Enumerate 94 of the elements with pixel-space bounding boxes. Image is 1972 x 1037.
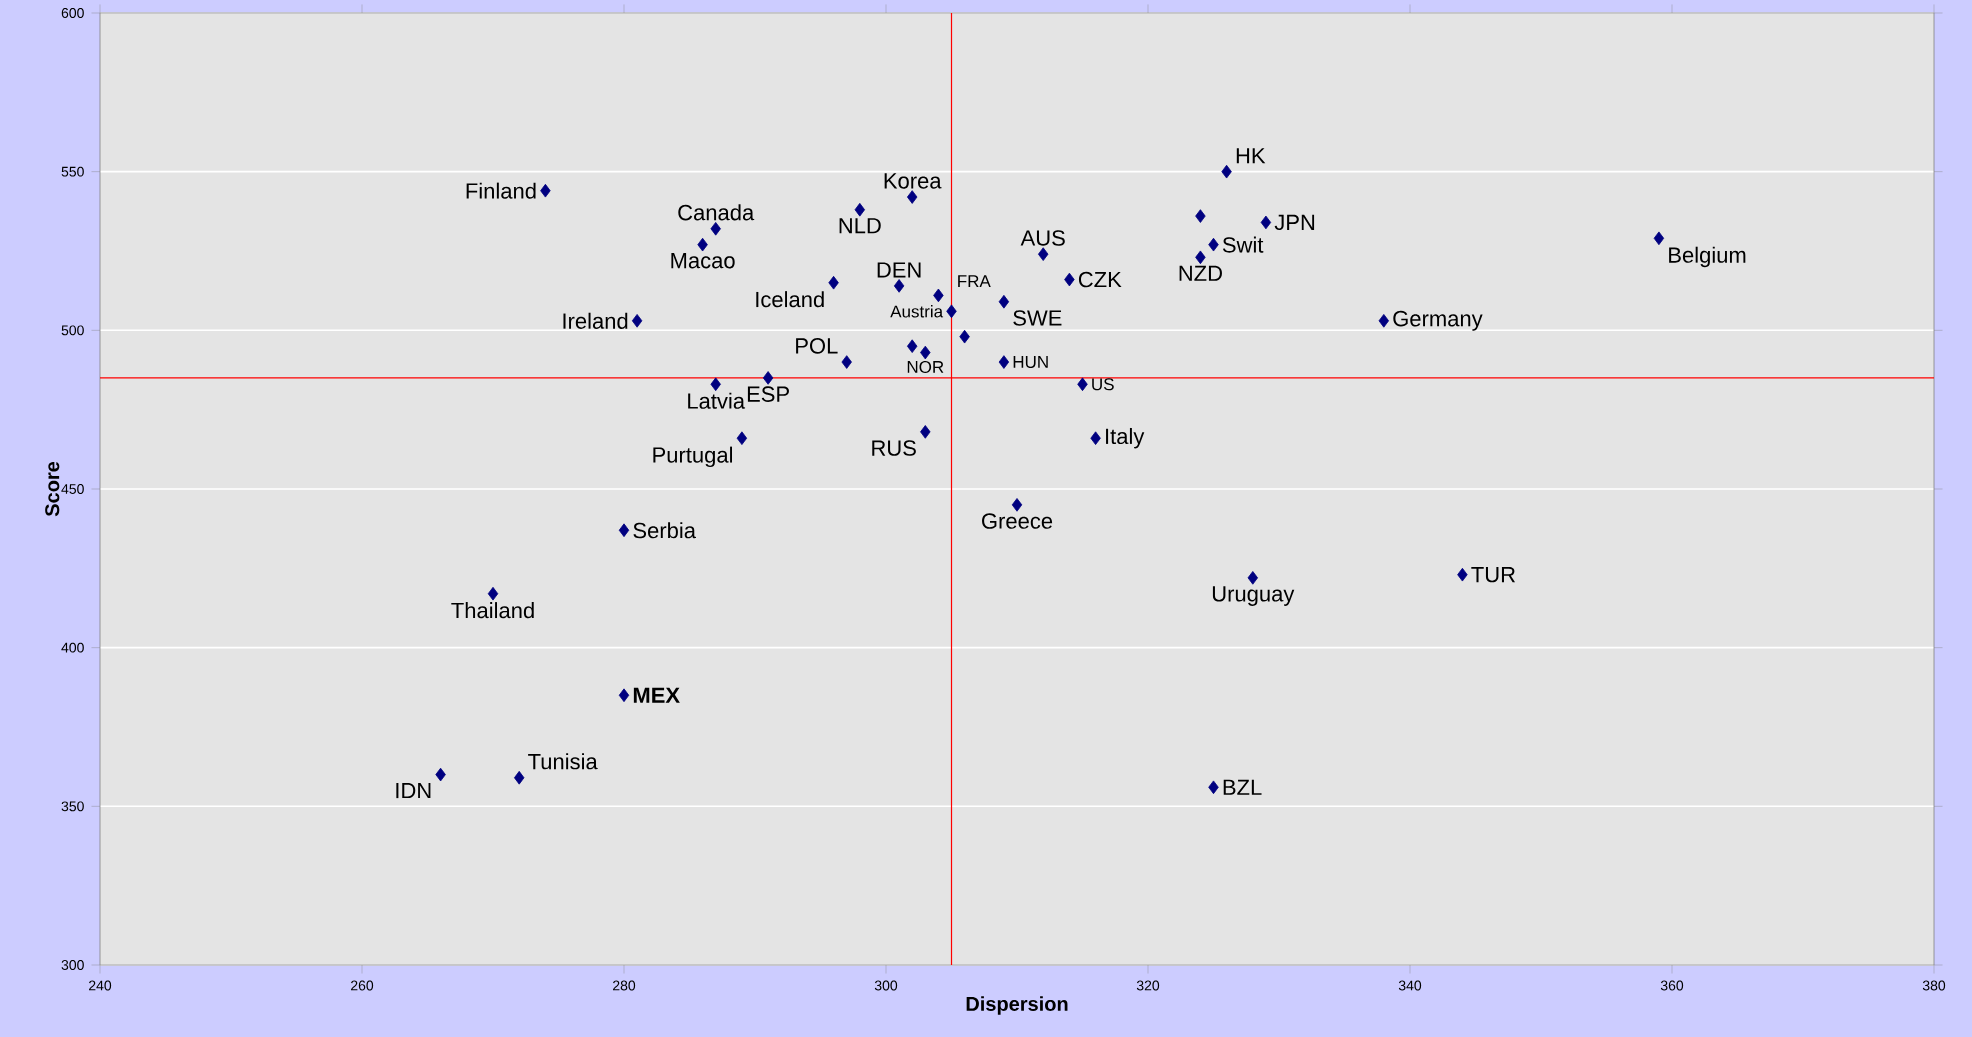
point bbox=[1195, 209, 1206, 223]
x-tick-label: 360 bbox=[1660, 980, 1684, 991]
point bbox=[1378, 314, 1390, 328]
point bbox=[1208, 780, 1219, 795]
annotation: Tunisia bbox=[528, 753, 598, 770]
point bbox=[710, 377, 721, 392]
x-tick-label: 260 bbox=[351, 980, 374, 991]
point bbox=[618, 688, 630, 703]
annotation: POL bbox=[796, 338, 838, 354]
point bbox=[618, 523, 630, 538]
point bbox=[998, 355, 1010, 369]
annotation: Swit bbox=[1222, 236, 1264, 253]
point bbox=[1208, 237, 1219, 252]
y-tick-label: 450 bbox=[61, 484, 84, 494]
point bbox=[1011, 498, 1023, 512]
point bbox=[1038, 247, 1049, 261]
point bbox=[1090, 431, 1101, 446]
annotation: Purtugal bbox=[653, 446, 733, 468]
annotation: Macao bbox=[671, 253, 735, 269]
point bbox=[828, 275, 839, 290]
point bbox=[959, 329, 970, 344]
point bbox=[998, 294, 1010, 309]
point bbox=[631, 314, 643, 328]
x-tick-label: 240 bbox=[89, 980, 112, 991]
x-tick-label: 280 bbox=[613, 980, 636, 991]
point bbox=[920, 425, 931, 439]
point bbox=[540, 183, 551, 198]
annotation: TUR bbox=[1471, 567, 1515, 583]
y-tick-label: 400 bbox=[61, 642, 84, 653]
point bbox=[1247, 571, 1259, 585]
annotation: Greece bbox=[982, 513, 1053, 529]
annotation: Belgium bbox=[1669, 246, 1746, 268]
point bbox=[854, 202, 865, 217]
annotation: SWE bbox=[1013, 310, 1062, 326]
point bbox=[514, 770, 525, 785]
point bbox=[435, 767, 446, 782]
annotation: US bbox=[1092, 378, 1114, 391]
point bbox=[762, 371, 774, 385]
annotation: NLD bbox=[839, 218, 881, 234]
annotation: Iceland bbox=[756, 291, 824, 308]
y-tick-label: 550 bbox=[61, 166, 84, 177]
point bbox=[697, 237, 708, 252]
annotation: Korea bbox=[884, 173, 942, 189]
annotation: Ireland bbox=[563, 312, 628, 329]
annotation: JPN bbox=[1274, 214, 1315, 231]
annotation: NOR bbox=[907, 360, 944, 373]
annotation: ESP bbox=[747, 386, 789, 402]
point bbox=[1195, 250, 1206, 265]
annotation: FRA bbox=[958, 275, 991, 288]
annotation: Serbia bbox=[633, 522, 696, 539]
point bbox=[1653, 231, 1665, 246]
annotation: Uruguay bbox=[1212, 586, 1295, 606]
point bbox=[920, 345, 931, 360]
point bbox=[710, 221, 721, 236]
annotation: NZD bbox=[1179, 265, 1222, 281]
point bbox=[1221, 164, 1232, 179]
annotation: Germany bbox=[1393, 310, 1483, 331]
point bbox=[841, 355, 852, 369]
x-tick-label: 340 bbox=[1398, 980, 1422, 991]
x-tick-label: 380 bbox=[1922, 980, 1946, 991]
point bbox=[893, 279, 905, 293]
y-axis-title: Score bbox=[45, 461, 60, 517]
annotation: Finland bbox=[466, 182, 536, 199]
annotation: RUS bbox=[872, 440, 916, 456]
annotation: IDN bbox=[396, 783, 431, 799]
y-tick-label: 600 bbox=[61, 8, 84, 18]
point bbox=[1457, 567, 1468, 582]
y-tick-label: 300 bbox=[61, 960, 84, 970]
point bbox=[907, 339, 918, 353]
annotation: HUN bbox=[1013, 356, 1048, 368]
annotation: Canada bbox=[678, 204, 755, 221]
annotation: Thailand bbox=[451, 602, 534, 619]
annotation: HK bbox=[1236, 148, 1266, 164]
annotation: Latvia bbox=[688, 392, 746, 409]
annotation: Austria bbox=[890, 305, 944, 318]
point bbox=[907, 190, 918, 204]
y-tick-label: 350 bbox=[61, 801, 84, 812]
annotation: BZL bbox=[1223, 779, 1262, 795]
point bbox=[1260, 215, 1272, 230]
point bbox=[736, 431, 748, 446]
x-tick-label: 320 bbox=[1136, 980, 1160, 991]
annotation: AUS bbox=[1020, 230, 1065, 246]
point bbox=[933, 288, 944, 303]
x-tick-label: 300 bbox=[874, 980, 898, 991]
point bbox=[487, 586, 499, 601]
point bbox=[1077, 377, 1088, 392]
annotation: DEN bbox=[877, 262, 921, 278]
annotation: Italy bbox=[1106, 427, 1145, 449]
annotation: CZK bbox=[1078, 271, 1122, 288]
point bbox=[946, 304, 957, 319]
x-axis-title: Dispersion bbox=[966, 996, 1068, 1015]
annotation: MEX bbox=[633, 687, 680, 703]
y-tick-label: 500 bbox=[61, 325, 84, 336]
point bbox=[1064, 272, 1075, 287]
